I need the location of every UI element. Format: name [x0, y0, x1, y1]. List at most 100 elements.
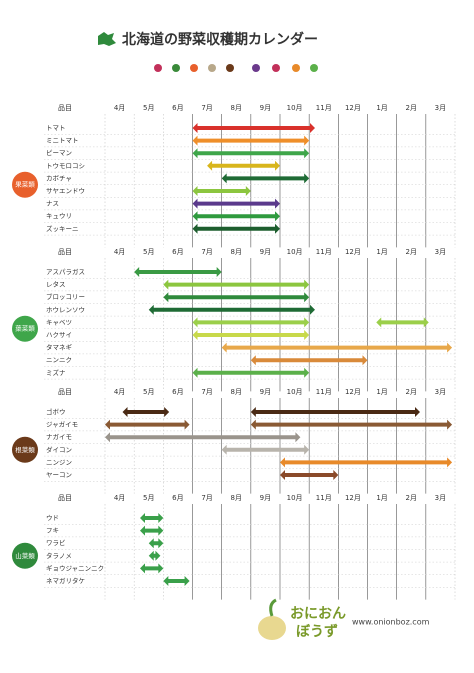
group-label: 山菜類	[15, 551, 35, 560]
month-label: 4月	[114, 388, 125, 396]
title: 北海道の野菜収穫期カレンダー	[122, 31, 318, 48]
row-label: レタス	[46, 280, 66, 289]
group-badge	[12, 436, 38, 463]
range-bar	[221, 173, 310, 184]
row-label: ニンジン	[46, 458, 72, 466]
range-bar	[192, 186, 251, 196]
range-bar	[280, 470, 339, 480]
range-bar	[192, 330, 310, 340]
month-label: 3月	[435, 248, 446, 256]
month-label: 5月	[143, 494, 154, 502]
range-bar	[148, 550, 161, 561]
range-bar	[148, 538, 164, 549]
group-badge	[12, 315, 38, 342]
month-label: 7月	[201, 388, 212, 396]
month-label: 7月	[201, 104, 212, 112]
row-label: キュウリ	[46, 212, 72, 220]
hokkaido-icon	[98, 32, 116, 46]
month-label: 2月	[406, 104, 417, 112]
row-label: アスパラガス	[46, 267, 85, 276]
month-label: 4月	[114, 104, 125, 112]
range-bar	[163, 279, 310, 290]
group-badge	[12, 542, 38, 569]
range-bar	[280, 457, 453, 468]
month-label: 4月	[114, 494, 125, 502]
month-label: 1月	[376, 494, 387, 502]
range-bar	[250, 419, 453, 430]
range-bar	[192, 198, 280, 209]
range-bar	[163, 292, 310, 303]
month-label: 9月	[260, 104, 271, 112]
row-label: ウド	[46, 514, 59, 522]
range-bar	[221, 444, 310, 455]
month-label: 11月	[316, 248, 332, 256]
month-label: 6月	[172, 104, 183, 112]
range-bar	[192, 223, 280, 234]
row-label: ミズナ	[46, 368, 66, 377]
url: www.onionboz.com	[352, 618, 430, 627]
row-label: ナス	[46, 200, 59, 208]
range-bar	[192, 367, 310, 378]
veg-icons	[154, 64, 318, 72]
month-label: 5月	[143, 388, 154, 396]
item-header: 品目	[58, 388, 72, 396]
range-bar	[192, 135, 310, 146]
month-label: 2月	[406, 388, 417, 396]
range-bar	[140, 525, 164, 536]
month-label: 8月	[231, 388, 242, 396]
month-label: 4月	[114, 248, 125, 256]
row-label: タマネギ	[46, 343, 73, 352]
month-label: 8月	[231, 104, 242, 112]
group-label: 葉菜類	[15, 324, 35, 333]
month-label: 6月	[172, 494, 183, 502]
row-label: ミニトマト	[46, 137, 79, 145]
month-label: 3月	[435, 388, 446, 396]
month-label: 5月	[143, 104, 154, 112]
range-bar	[163, 576, 190, 586]
row-label: ギョウジャニンニク	[46, 564, 104, 572]
row-label: ゴボウ	[46, 407, 66, 416]
row-label: ダイコン	[46, 445, 72, 454]
range-bar	[105, 432, 301, 443]
row-label: カボチャ	[46, 174, 72, 182]
range-bar	[140, 563, 164, 574]
month-label: 8月	[231, 248, 242, 256]
row-label: キャベツ	[46, 318, 72, 326]
month-label: 7月	[201, 494, 212, 502]
month-label: 2月	[406, 248, 417, 256]
month-label: 12月	[345, 388, 361, 396]
range-bar	[207, 160, 280, 171]
month-label: 10月	[287, 494, 303, 502]
row-label: ホウレンソウ	[46, 306, 85, 314]
month-label: 8月	[231, 494, 242, 502]
group-badge	[12, 171, 38, 198]
range-bar	[250, 355, 368, 366]
month-label: 9月	[260, 248, 271, 256]
row-label: フキ	[46, 527, 59, 535]
row-label: トマト	[46, 124, 66, 132]
row-label: ニンニク	[46, 356, 72, 364]
month-label: 1月	[376, 104, 387, 112]
month-label: 10月	[287, 104, 303, 112]
month-label: 6月	[172, 248, 183, 256]
row-label: ハクサイ	[46, 331, 72, 339]
range-bar	[192, 123, 315, 133]
month-label: 12月	[345, 248, 361, 256]
range-bar	[221, 342, 453, 353]
row-label: ナガイモ	[46, 432, 72, 441]
month-label: 5月	[143, 248, 154, 256]
logo-text: おにおん	[290, 606, 346, 622]
row-label: タラノメ	[46, 551, 72, 560]
range-bar	[148, 304, 315, 315]
range-bar	[192, 211, 280, 222]
month-label: 11月	[316, 388, 332, 396]
item-header: 品目	[58, 104, 72, 112]
month-label: 3月	[435, 494, 446, 502]
row-label: ズッキーニ	[46, 224, 79, 233]
item-header: 品目	[58, 248, 72, 256]
row-label: トウモロコシ	[46, 162, 85, 170]
month-label: 2月	[406, 494, 417, 502]
month-label: 12月	[345, 494, 361, 502]
month-label: 6月	[172, 388, 183, 396]
